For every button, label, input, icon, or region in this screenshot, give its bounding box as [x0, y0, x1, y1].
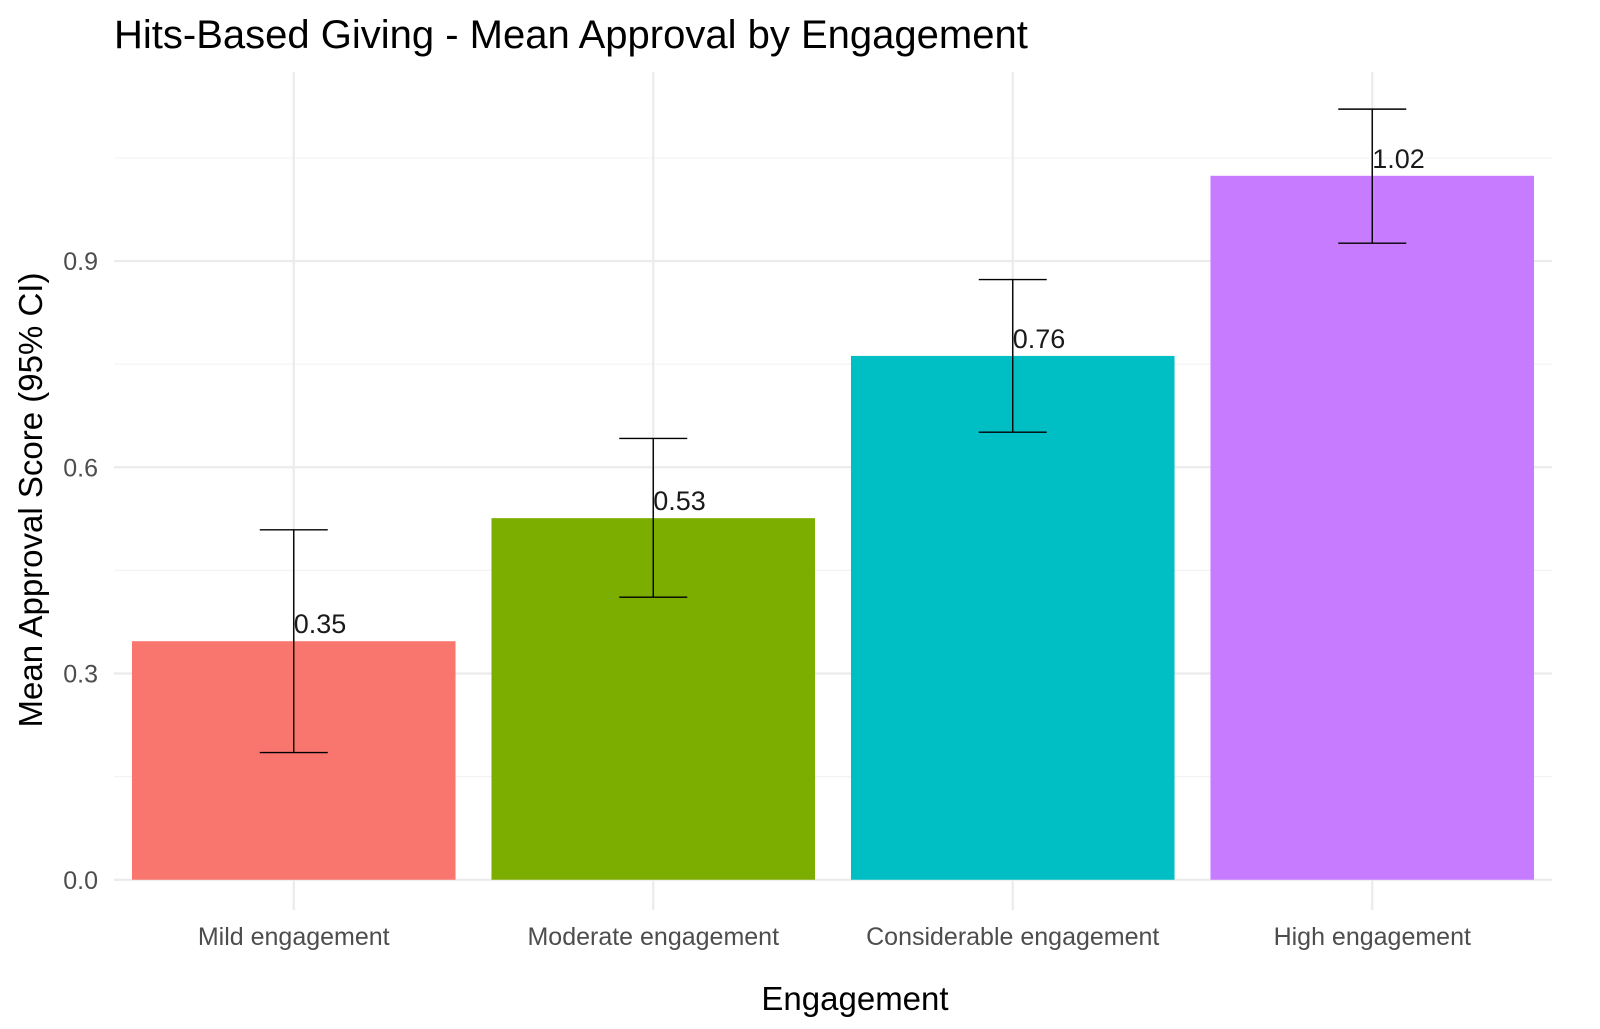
x-axis-title: Engagement — [761, 980, 948, 1017]
x-tick-label: Moderate engagement — [527, 923, 779, 951]
x-tick-label: High engagement — [1274, 923, 1471, 951]
y-tick-label: 0.0 — [63, 867, 98, 895]
error-bars — [259, 108, 1407, 754]
data-label: 1.02 — [1372, 144, 1425, 174]
y-tick-label: 0.3 — [63, 661, 98, 689]
y-axis-title: Mean Approval Score (95% CI) — [12, 273, 49, 728]
bars — [131, 175, 1535, 880]
chart-title: Hits-Based Giving - Mean Approval by Eng… — [114, 13, 1028, 57]
y-axis-ticks: 0.0 0.3 0.6 0.9 — [63, 248, 98, 895]
data-labels: 0.35 0.53 0.76 1.02 — [294, 144, 1425, 639]
y-tick-label: 0.6 — [63, 454, 98, 482]
data-label: 0.53 — [653, 486, 706, 516]
x-tick-label: Mild engagement — [198, 923, 390, 951]
bar — [850, 355, 1175, 880]
y-tick-label: 0.9 — [63, 248, 98, 276]
data-label: 0.76 — [1013, 324, 1066, 354]
bar — [1210, 175, 1535, 880]
x-tick-label: Considerable engagement — [866, 923, 1159, 951]
x-axis-ticks: Mild engagement Moderate engagement Consid… — [198, 923, 1471, 951]
data-label: 0.35 — [294, 609, 347, 639]
